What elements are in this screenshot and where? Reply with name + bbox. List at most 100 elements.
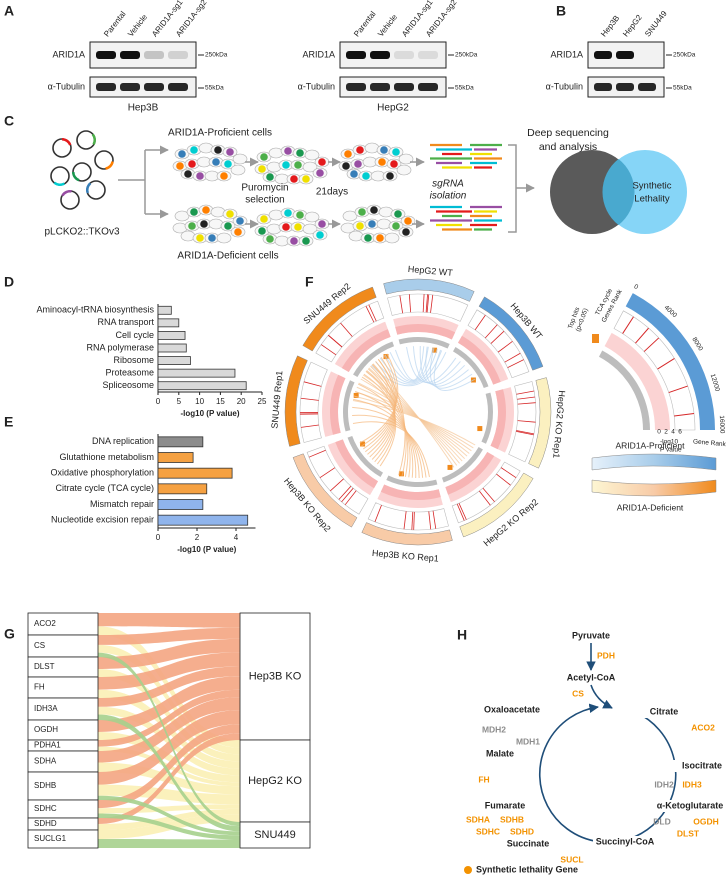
cell-nucleus bbox=[296, 149, 304, 157]
plasmid bbox=[76, 130, 96, 150]
link bbox=[371, 364, 455, 468]
cell-nucleus bbox=[260, 153, 268, 161]
rank-hit bbox=[474, 314, 486, 331]
metabolite-bg bbox=[496, 838, 560, 850]
lane-label: Parental bbox=[352, 9, 378, 38]
plasmid-insert bbox=[105, 161, 114, 170]
step-label: sgRNA bbox=[432, 179, 464, 190]
rank-hit bbox=[413, 511, 415, 530]
enzyme: ACO2 bbox=[691, 722, 715, 732]
cell-nucleus bbox=[234, 228, 242, 236]
legend-deficient bbox=[591, 479, 717, 497]
cell bbox=[342, 210, 358, 222]
top-hit bbox=[477, 426, 483, 432]
cell bbox=[302, 223, 318, 235]
bar bbox=[157, 356, 191, 365]
link bbox=[361, 376, 411, 478]
metabolite: Oxaloacetate bbox=[484, 704, 540, 714]
rank-hit bbox=[507, 359, 524, 368]
cell-nucleus bbox=[188, 160, 196, 168]
bar bbox=[157, 514, 249, 526]
cell bbox=[304, 149, 320, 161]
link bbox=[357, 383, 414, 478]
metabolite: Malate bbox=[486, 748, 514, 758]
cell-nucleus bbox=[226, 210, 234, 218]
cell-nucleus bbox=[224, 160, 232, 168]
cell-nucleus bbox=[282, 161, 290, 169]
plasmid-insert bbox=[62, 138, 72, 146]
marker-label: 250kDa bbox=[455, 52, 478, 59]
legend-pvalue bbox=[604, 332, 670, 430]
cell bbox=[348, 230, 364, 242]
blot-band bbox=[144, 83, 164, 91]
legend-label: Synthetic lethality Gene bbox=[476, 864, 578, 874]
blot-band bbox=[120, 51, 140, 59]
cell-nucleus bbox=[404, 217, 412, 225]
rank-hit bbox=[341, 487, 354, 503]
enzyme: DLD bbox=[653, 816, 670, 826]
cell bbox=[268, 147, 284, 159]
metabolite: Isocitrate bbox=[682, 760, 722, 770]
step-label: Puromycin bbox=[241, 183, 288, 194]
sample-band bbox=[302, 286, 377, 352]
rank-hit bbox=[303, 381, 322, 387]
cell-nucleus bbox=[176, 162, 184, 170]
gene-label: FH bbox=[34, 683, 45, 692]
legend-label: P value bbox=[660, 447, 682, 454]
cell-nucleus bbox=[208, 234, 216, 242]
rank-hit bbox=[516, 390, 535, 395]
cell-nucleus bbox=[362, 172, 370, 180]
cell-nucleus bbox=[392, 222, 400, 230]
link bbox=[371, 364, 407, 477]
rank-track bbox=[508, 381, 537, 463]
cell bbox=[398, 153, 414, 165]
cell-nucleus bbox=[316, 169, 324, 177]
rank-track bbox=[467, 309, 530, 379]
bar bbox=[157, 331, 186, 340]
venn-label: Synthetic bbox=[632, 181, 671, 192]
x-axis-label: -log10 (P value) bbox=[181, 409, 240, 418]
cell-nucleus bbox=[190, 146, 198, 154]
sankey-flow bbox=[98, 689, 240, 747]
blot-band bbox=[616, 51, 634, 59]
metabolite: Succinyl-CoA bbox=[596, 836, 655, 846]
sankey-flow bbox=[98, 839, 240, 848]
rank-hit bbox=[456, 503, 465, 521]
cell-nucleus bbox=[296, 211, 304, 219]
enzyme: SDHD bbox=[510, 826, 534, 836]
category-label: DNA replication bbox=[92, 436, 154, 446]
sample-band bbox=[478, 296, 544, 371]
blot-band bbox=[346, 51, 366, 59]
rank-track bbox=[367, 502, 449, 531]
metabolite-bg bbox=[559, 630, 623, 642]
sankey-flow bbox=[98, 710, 240, 785]
cell-nucleus bbox=[294, 161, 302, 169]
category-label: Mismatch repair bbox=[90, 499, 154, 509]
cell-nucleus bbox=[318, 158, 326, 166]
metabolite: Fumarate bbox=[485, 800, 526, 810]
sample-band bbox=[292, 453, 358, 528]
blot-band bbox=[418, 51, 438, 59]
cell-nucleus bbox=[178, 150, 186, 158]
cell-nucleus bbox=[284, 147, 292, 155]
gene-label: IDH3A bbox=[34, 704, 58, 713]
gene-track bbox=[441, 447, 483, 483]
gene-label: PDHA1 bbox=[34, 741, 61, 750]
rank-hit bbox=[482, 487, 495, 503]
panel-label: E bbox=[4, 414, 13, 430]
legend-hit bbox=[668, 385, 688, 394]
link bbox=[352, 414, 427, 478]
bar bbox=[157, 436, 204, 448]
x-tick-label: 5 bbox=[177, 397, 182, 406]
pvalue-tick: 6 bbox=[678, 429, 682, 436]
bar bbox=[157, 368, 236, 378]
gene-track bbox=[343, 380, 355, 432]
analysis-label: and analysis bbox=[539, 141, 597, 153]
pvalue-tick: 2 bbox=[664, 429, 668, 436]
plasmid-insert bbox=[91, 133, 96, 145]
sankey-flow bbox=[98, 808, 240, 830]
x-tick-label: 10 bbox=[195, 397, 204, 406]
bar bbox=[157, 305, 172, 315]
sankey-flow bbox=[98, 732, 240, 783]
panel-label: D bbox=[4, 274, 14, 290]
